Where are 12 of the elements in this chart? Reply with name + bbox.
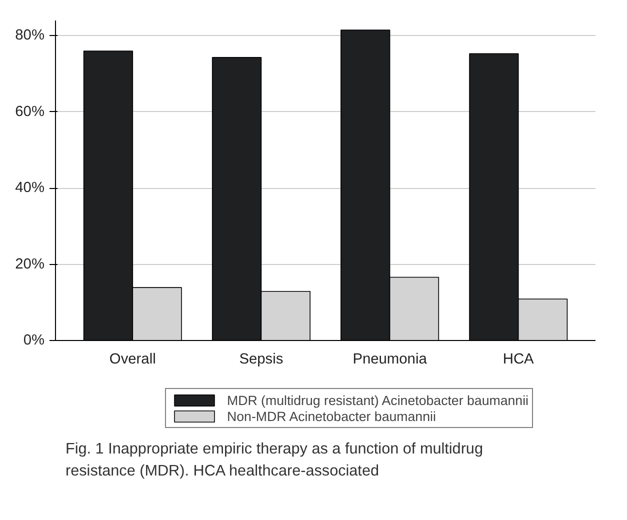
y-tick-label: 80% [15,28,45,44]
x-tick-label: Sepsis [239,352,284,368]
legend-label: MDR (multidrug resistant) Acinetobacter baumannii [227,392,528,408]
y-tick-label: 20% [15,256,45,272]
legend-label: Non-MDR Acinetobacter baumannii [227,408,436,424]
x-tick-label: Pneumonia [352,352,428,368]
y-tick-label: 60% [15,104,45,120]
caption: Fig. 1 Inappropriate empiric therapy as a function of multidrug resistance (MDR). HCA healthcare-associated [66,440,483,480]
y-tick-label: 0% [23,332,45,348]
x-tick-label: HCA [502,352,534,368]
x-tick-label: Overall [109,352,156,368]
y-tick-label: 40% [15,180,45,196]
